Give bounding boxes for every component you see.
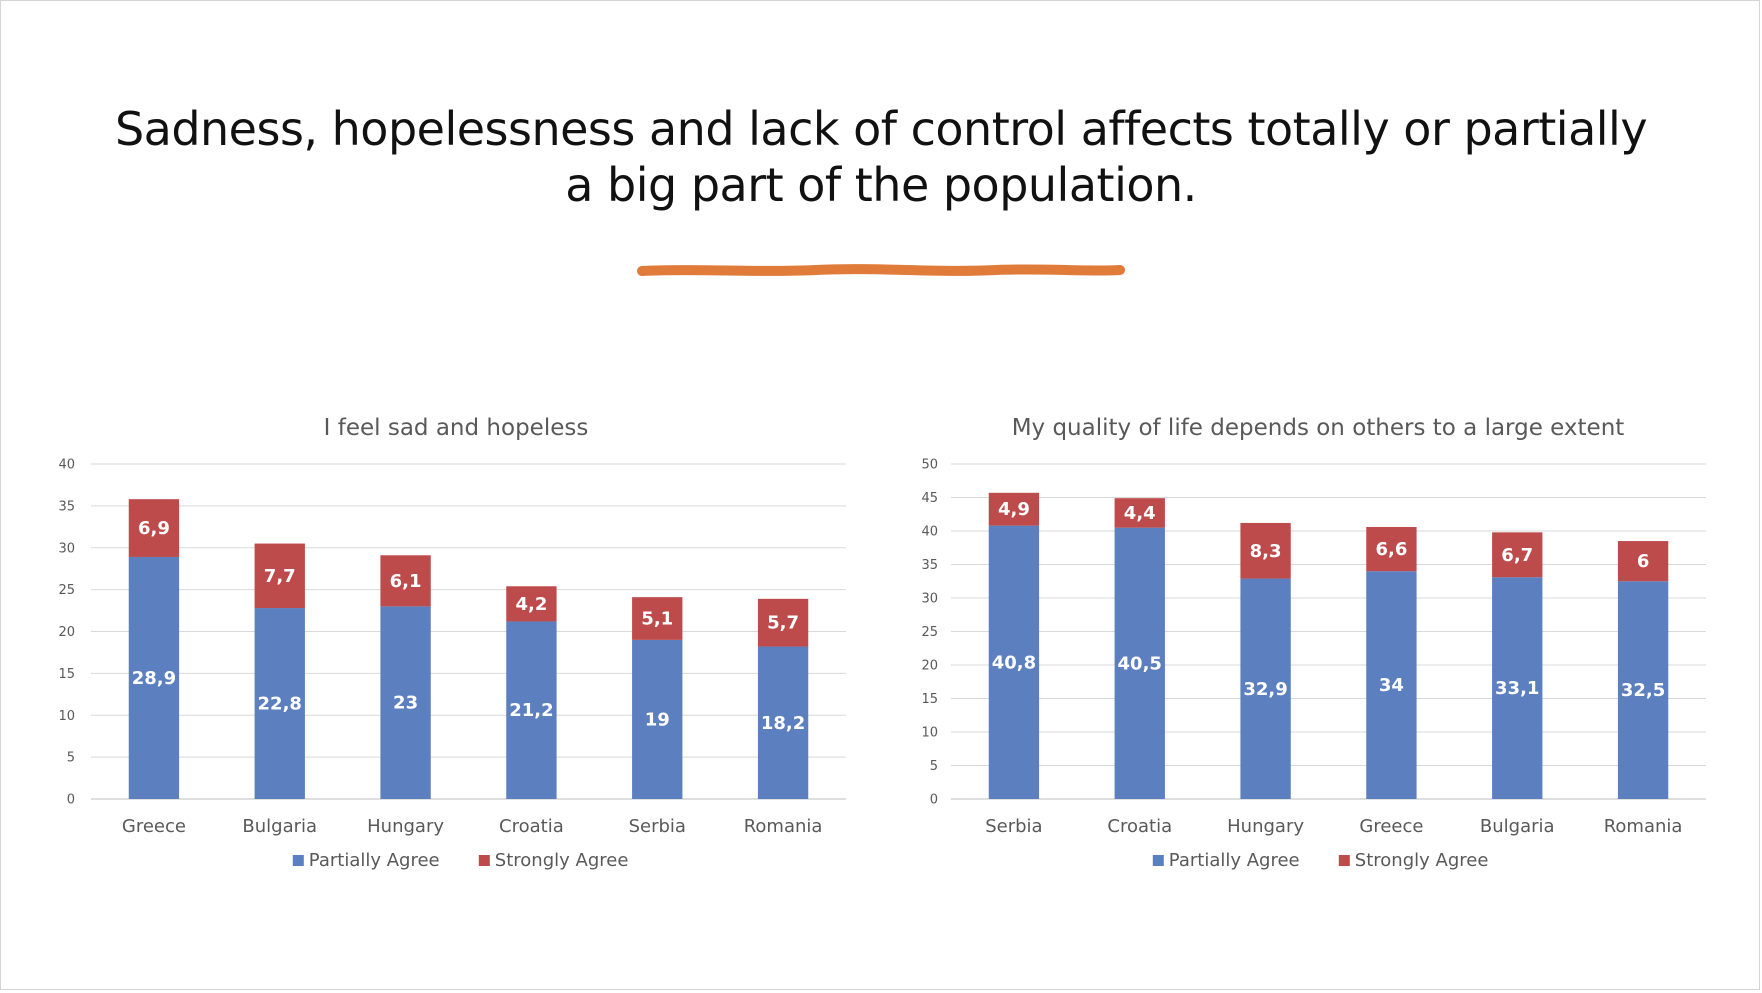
chart1-bar-strongly-agree (632, 597, 683, 640)
chart1-legend-label: Partially Agree (309, 850, 440, 871)
chart1-bar-partially-agree (380, 606, 431, 799)
chart2-y-tick-label: 15 (921, 692, 938, 707)
chart2-y-tick-label: 10 (921, 726, 938, 741)
chart1-y-tick-label: 20 (58, 625, 75, 640)
chart2-legend-swatch (1152, 855, 1164, 866)
chart1-category-label: Bulgaria (242, 816, 317, 837)
chart2-bar-strongly-agree (988, 492, 1040, 526)
chart1-y-tick-label: 10 (58, 709, 75, 724)
chart2-bar-strongly-agree (1617, 541, 1669, 582)
chart2-data-label: 4,9 (998, 499, 1030, 520)
chart1-data-label: 28,9 (132, 668, 176, 689)
chart2-data-label: 4,4 (1124, 503, 1156, 524)
chart2-y-tick-label: 35 (921, 558, 938, 573)
chart1-data-label: 23 (393, 693, 418, 714)
chart2-category-label: Greece (1359, 816, 1423, 837)
chart2-category-label: Romania (1604, 816, 1683, 837)
chart2-y-tick-label: 25 (921, 625, 938, 640)
chart1-bar-partially-agree (254, 608, 305, 799)
chart2-data-label: 40,5 (1118, 653, 1162, 674)
chart2-title: My quality of life depends on others to … (1012, 415, 1625, 441)
chart1-bar-partially-agree (632, 639, 683, 799)
chart1-bar-strongly-agree (380, 555, 431, 607)
chart2-data-label: 34 (1379, 675, 1404, 696)
chart1-category-label: Greece (122, 816, 186, 837)
chart2-bar-strongly-agree (1114, 498, 1165, 528)
chart1-data-label: 5,1 (641, 609, 673, 630)
chart1-category-label: Croatia (499, 816, 564, 837)
chart1-bar-strongly-agree (506, 586, 557, 622)
chart1-y-tick-label: 0 (67, 793, 75, 808)
chart2-y-tick-label: 30 (921, 592, 938, 607)
chart1-data-label: 4,2 (515, 594, 547, 615)
title-accent-stroke (637, 264, 1125, 276)
chart2-data-label: 6,7 (1501, 545, 1533, 566)
chart2-data-label: 8,3 (1250, 541, 1282, 562)
chart2-bar-partially-agree (1240, 578, 1291, 799)
chart1-bar-partially-agree (128, 556, 180, 799)
chart2-category-label: Bulgaria (1480, 816, 1555, 837)
chart1-category-label: Serbia (629, 816, 686, 837)
chart2-bar-partially-agree (1492, 577, 1543, 799)
chart2-bar-strongly-agree (1492, 532, 1543, 578)
chart2-y-tick-label: 45 (921, 491, 938, 506)
chart1-bar-strongly-agree (757, 598, 809, 647)
chart1-data-label: 21,2 (509, 700, 553, 721)
chart1-data-label: 5,7 (767, 613, 799, 634)
chart2-y-tick-label: 0 (930, 793, 938, 808)
chart1-legend-swatch (292, 855, 304, 866)
chart2-y-tick-label: 40 (921, 525, 938, 540)
chart2-bar-partially-agree (988, 525, 1040, 799)
chart2-legend-swatch (1338, 855, 1350, 866)
chart2-bar-strongly-agree (1240, 522, 1291, 579)
chart2-bar-partially-agree (1114, 527, 1165, 799)
chart2-legend-label: Partially Agree (1169, 850, 1300, 871)
chart2-data-label: 6,6 (1375, 539, 1407, 560)
chart2-y-tick-label: 20 (921, 659, 938, 674)
chart2-category-label: Serbia (985, 816, 1042, 837)
chart1-bar-strongly-agree (128, 499, 180, 557)
chart2-category-label: Hungary (1227, 816, 1304, 837)
chart2-data-label: 33,1 (1495, 678, 1539, 699)
chart2-y-tick-label: 50 (921, 458, 938, 473)
chart2-legend-label: Strongly Agree (1355, 850, 1489, 871)
chart2-data-label: 32,5 (1621, 680, 1665, 701)
chart1-y-tick-label: 5 (67, 751, 75, 766)
chart1-y-tick-label: 30 (58, 541, 75, 556)
chart2-category-label: Croatia (1107, 816, 1172, 837)
chart1-bar-partially-agree (506, 621, 557, 799)
chart1-legend-label: Strongly Agree (495, 850, 629, 871)
chart1-data-label: 7,7 (264, 566, 296, 587)
chart2-data-label: 40,8 (992, 652, 1036, 673)
chart1-data-label: 6,1 (390, 571, 422, 592)
chart2-y-tick-label: 5 (930, 759, 938, 774)
chart1-data-label: 18,2 (761, 713, 805, 734)
chart1-data-label: 19 (645, 709, 670, 730)
chart1-bar-partially-agree (757, 646, 809, 799)
chart1-data-label: 6,9 (138, 518, 170, 539)
chart1-y-tick-label: 15 (58, 667, 75, 682)
chart1-category-label: Hungary (367, 816, 444, 837)
chart1-bar-strongly-agree (254, 543, 305, 609)
chart2-data-label: 6 (1637, 551, 1650, 572)
chart2-bar-partially-agree (1366, 571, 1417, 799)
chart2-bar-partially-agree (1617, 581, 1669, 799)
chart2-data-label: 32,9 (1243, 679, 1287, 700)
chart1-title: I feel sad and hopeless (324, 415, 589, 441)
chart1-category-label: Romania (744, 816, 823, 837)
chart1-legend-swatch (478, 855, 490, 866)
chart1-y-tick-label: 35 (58, 499, 75, 514)
slide-title: Sadness, hopelessness and lack of contro… (114, 102, 1648, 212)
chart1-y-tick-label: 25 (58, 583, 75, 598)
chart2-bar-strongly-agree (1366, 526, 1417, 572)
chart1-y-tick-label: 40 (58, 458, 75, 473)
chart1-data-label: 22,8 (258, 694, 302, 715)
